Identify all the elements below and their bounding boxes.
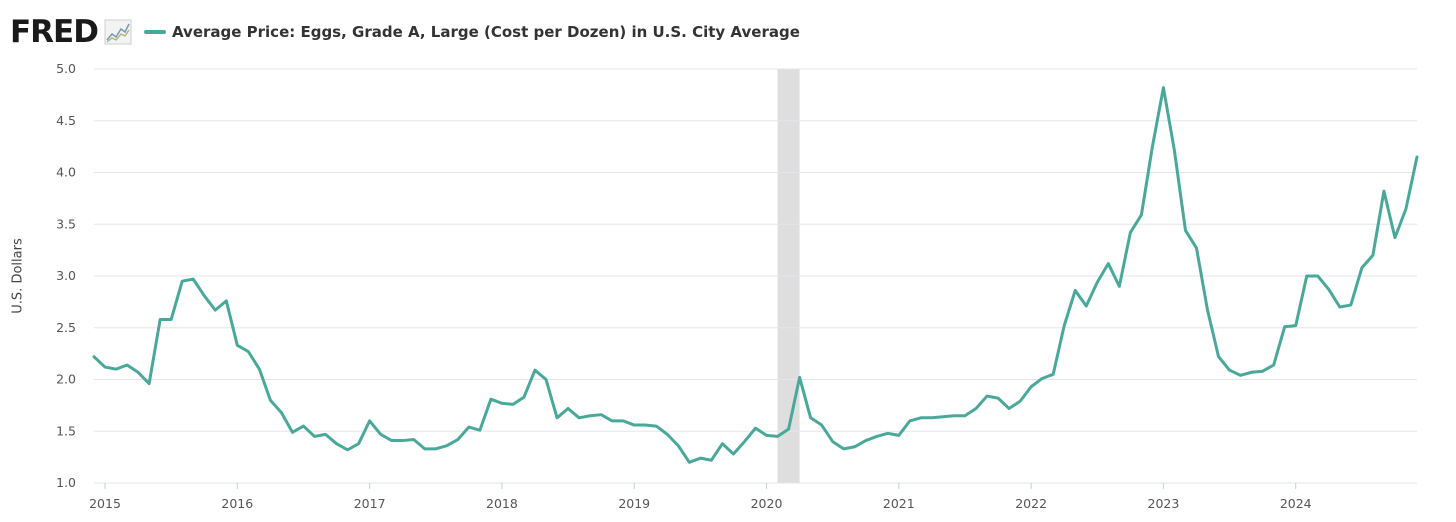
legend-label: Average Price: Eggs, Grade A, Large (Cos… <box>171 23 800 41</box>
graph-icon <box>104 19 132 45</box>
y-tick-label: 3.5 <box>56 216 76 231</box>
x-tick-label: 2017 <box>354 496 386 511</box>
y-tick-label: 2.5 <box>56 320 76 335</box>
x-tick-label: 2024 <box>1280 496 1312 511</box>
x-tick-label: 2019 <box>618 496 650 511</box>
x-tick-label: 2020 <box>751 496 783 511</box>
chart-header: FRED Average Price: Eggs, Grade A, Large… <box>10 14 800 50</box>
x-tick-label: 2021 <box>883 496 915 511</box>
x-tick-label: 2016 <box>221 496 253 511</box>
legend-swatch <box>143 30 166 34</box>
x-tick-label: 2023 <box>1148 496 1180 511</box>
series-line <box>92 86 1419 464</box>
fred-logo-text: FRED <box>10 13 99 50</box>
y-tick-label: 3.0 <box>56 268 76 283</box>
x-tick-label: 2022 <box>1015 496 1047 511</box>
y-tick-label: 1.5 <box>56 423 76 438</box>
y-tick-label: 2.0 <box>56 372 76 387</box>
fred-logo[interactable]: FRED <box>10 15 132 49</box>
y-tick-label: 4.0 <box>56 165 76 180</box>
chart-legend[interactable]: Average Price: Eggs, Grade A, Large (Cos… <box>143 23 800 41</box>
y-tick-label: 1.0 <box>56 475 76 490</box>
x-tick-label: 2018 <box>486 496 518 511</box>
y-tick-label: 5.0 <box>56 61 76 76</box>
x-tick-label: 2015 <box>89 496 121 511</box>
y-tick-label: 4.5 <box>56 113 76 128</box>
